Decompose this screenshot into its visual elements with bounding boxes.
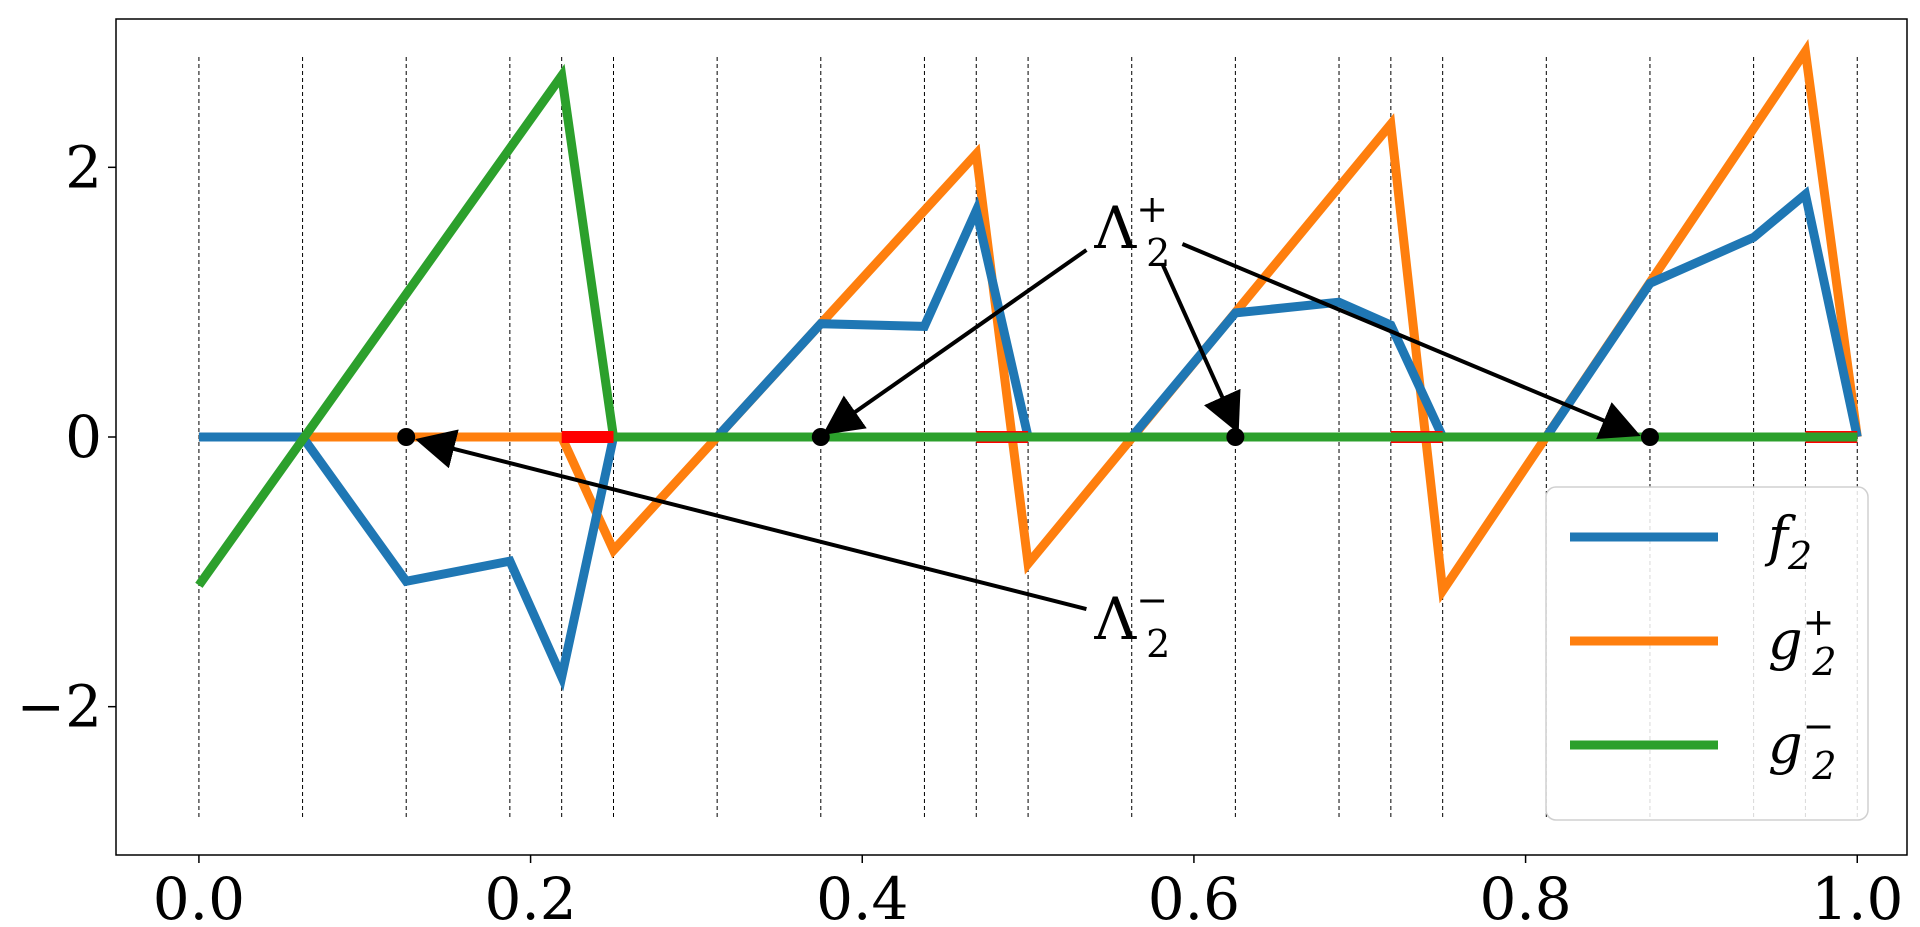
x-tick-label: 1.0 [1811,865,1903,927]
annotation-label: Λ− 2 [1093,578,1170,666]
marker-point [1226,428,1245,446]
x-tick-label: 0.2 [484,865,576,927]
legend: f2 g+ 2 g− 2 [1545,486,1869,821]
x-tick-label: 0.6 [1148,865,1240,927]
series-line-1 [198,39,1862,604]
y-tick-label: 0 [65,403,102,471]
annotations: Λ+ 2 Λ− 2 [415,187,1641,666]
x-tick-label: 0.4 [816,865,908,927]
marker-point [811,428,830,446]
axis-ticks: 0.0 0.2 0.4 0.6 0.8 1.0 −2 0 2 [17,133,1904,927]
annotation-arrow [1160,263,1241,434]
legend-box [1545,486,1869,821]
x-tick-label: 0.8 [1479,865,1571,927]
legend-label: g− 2 [1768,704,1837,788]
annotation-arrow [415,429,1087,611]
legend-label: f2 [1764,505,1812,578]
annotation-label: Λ+ 2 [1093,187,1170,275]
x-tick-label: 0.0 [153,865,245,927]
marker-point [1640,428,1659,446]
y-tick-label: −2 [17,673,103,741]
legend-label: g+ 2 [1768,600,1837,684]
annotation-arrow [1181,242,1641,440]
marker-point [397,428,416,446]
annotation-arrow [822,248,1088,435]
y-tick-label: 2 [65,133,102,201]
